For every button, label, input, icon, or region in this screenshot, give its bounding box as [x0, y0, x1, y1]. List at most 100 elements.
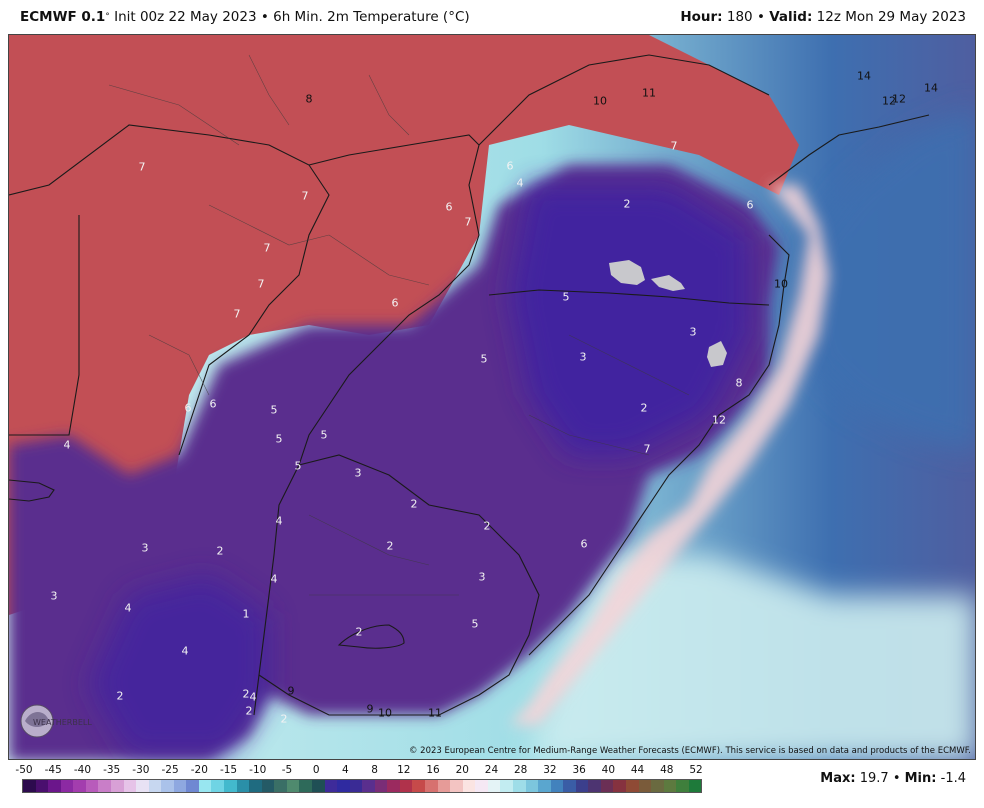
colorbar-tick: 8	[371, 764, 378, 776]
colorbar-swatch	[437, 780, 451, 792]
colorbar-tick: -30	[132, 764, 150, 776]
colorbar-tick: 16	[426, 764, 440, 776]
colorbar-swatch	[274, 780, 287, 792]
colorbar-swatch	[161, 780, 174, 792]
colorbar-swatch	[311, 780, 325, 792]
colorbar-swatch	[651, 780, 664, 792]
colorbar-tick: 0	[312, 764, 320, 776]
model-name: ECMWF 0.1	[20, 9, 106, 25]
colorbar-swatch	[286, 780, 300, 792]
colorbar-tick: -35	[103, 764, 121, 776]
colorbar-swatch	[299, 780, 312, 792]
colorbar-tick: -15	[219, 764, 238, 776]
colorbar-swatch	[475, 780, 488, 792]
land-cold-core	[509, 185, 749, 455]
frost-patch-3	[707, 341, 727, 367]
hour-label: Hour:	[680, 9, 723, 25]
colorbar-swatch	[224, 780, 237, 792]
min-label: Min:	[904, 771, 937, 786]
product-name: 6h Min. 2m Temperature (°C)	[273, 9, 470, 25]
map-header: ECMWF 0.1 ° Init 00z 22 May 2023 • 6h Min…	[0, 0, 984, 34]
colorbar-swatch	[613, 780, 626, 792]
colorbar-tick: 20	[455, 764, 469, 776]
colorbar-tick: -50	[15, 764, 33, 776]
logo-lettering: WEATHERBELL	[33, 718, 92, 727]
colorbar-swatch	[236, 780, 250, 792]
colorbar-tick: -20	[190, 764, 208, 776]
frost-patch-2	[651, 275, 685, 291]
colorbar-tick-labels: -50 -45 -40 -35 -30 -25 -20 -15 -10 -5 0 4 8 12 16 20 24…	[15, 764, 703, 778]
colorbar-swatch	[110, 780, 124, 792]
valid-value: 12z Mon 29 May 2023	[816, 9, 966, 25]
colorbar-swatch	[48, 780, 61, 792]
colorbar-swatch	[450, 780, 463, 792]
colorbar-swatch	[550, 780, 564, 792]
colorbar-tick: 52	[689, 764, 703, 776]
colorbar-swatch	[23, 780, 36, 792]
colorbar-swatch	[98, 780, 111, 792]
colorbar-swatch	[198, 780, 212, 792]
header-separator-2: •	[756, 9, 765, 25]
colorbar-swatch	[211, 780, 224, 792]
colorbar-swatch	[249, 780, 262, 792]
temperature-map	[9, 35, 975, 759]
colorbar-tick: 4	[342, 764, 349, 776]
colorbar-tick: 28	[514, 764, 528, 776]
colorbar-tick: 24	[484, 764, 499, 776]
land-cold-core-south	[89, 575, 269, 755]
max-label: Max:	[820, 771, 856, 786]
colorbar-swatch	[73, 780, 86, 792]
colorbar-swatch	[85, 780, 99, 792]
copyright-notice: © 2023 European Centre for Medium-Range …	[408, 746, 971, 756]
colorbar-swatch	[487, 780, 501, 792]
colorbar-swatch	[349, 780, 363, 792]
colorbar-swatch	[588, 780, 601, 792]
frost-patch-1	[609, 260, 645, 285]
colorbar-swatch	[374, 780, 388, 792]
colorbar-swatch	[512, 780, 526, 792]
map-canvas[interactable]: 8 10 11 14 12 12 14 7 7 6 4 7 6 2 6 7 7 7 7 6 5 10 3 5 3 8 2 12 6 6 5 4…	[8, 34, 976, 760]
ocean-cold-band	[799, 105, 975, 455]
colorbar-swatch	[412, 780, 425, 792]
colorbar-swatch	[575, 780, 589, 792]
colorbar-swatch	[525, 780, 539, 792]
colorbar-tick: 36	[572, 764, 586, 776]
colorbar-tick: 48	[660, 764, 674, 776]
colorbar-swatch	[123, 780, 137, 792]
colorbar-swatch	[173, 780, 187, 792]
colorbar-tick: -25	[161, 764, 179, 776]
colorbar-tick: 12	[397, 764, 411, 776]
colorbar-swatch	[563, 780, 576, 792]
max-value: 19.7	[859, 771, 889, 786]
min-value: -1.4	[940, 771, 966, 786]
colorbar-swatch	[387, 780, 400, 792]
header-left: ECMWF 0.1 ° Init 00z 22 May 2023 • 6h Min…	[20, 9, 470, 25]
max-min-readout: Max: 19.7 • Min: -1.4	[820, 771, 966, 786]
colorbar-tick: -10	[249, 764, 267, 776]
temperature-colorbar	[22, 779, 702, 793]
colorbar-tick: -5	[281, 764, 293, 776]
colorbar-swatch	[638, 780, 652, 792]
colorbar-tick: 44	[630, 764, 645, 776]
colorbar-swatch	[362, 780, 375, 792]
colorbar-swatch	[337, 780, 350, 792]
colorbar-swatch	[688, 780, 701, 792]
colorbar-swatch	[538, 780, 551, 792]
colorbar-swatch	[399, 780, 413, 792]
colorbar-swatch	[676, 780, 689, 792]
colorbar-swatch	[425, 780, 438, 792]
colorbar-tick: -45	[44, 764, 62, 776]
colorbar-tick: 40	[601, 764, 616, 776]
ocean-warm-band	[529, 555, 975, 759]
colorbar-swatch	[261, 780, 275, 792]
colorbar-swatch	[600, 780, 614, 792]
colorbar-swatch	[186, 780, 199, 792]
colorbar-swatch	[148, 780, 162, 792]
colorbar-tick: 32	[543, 764, 557, 776]
valid-label: Valid:	[769, 9, 813, 25]
header-separator: •	[260, 9, 269, 25]
colorbar-swatch	[35, 780, 49, 792]
init-time: Init 00z 22 May 2023	[114, 9, 257, 25]
colorbar-swatch	[60, 780, 74, 792]
